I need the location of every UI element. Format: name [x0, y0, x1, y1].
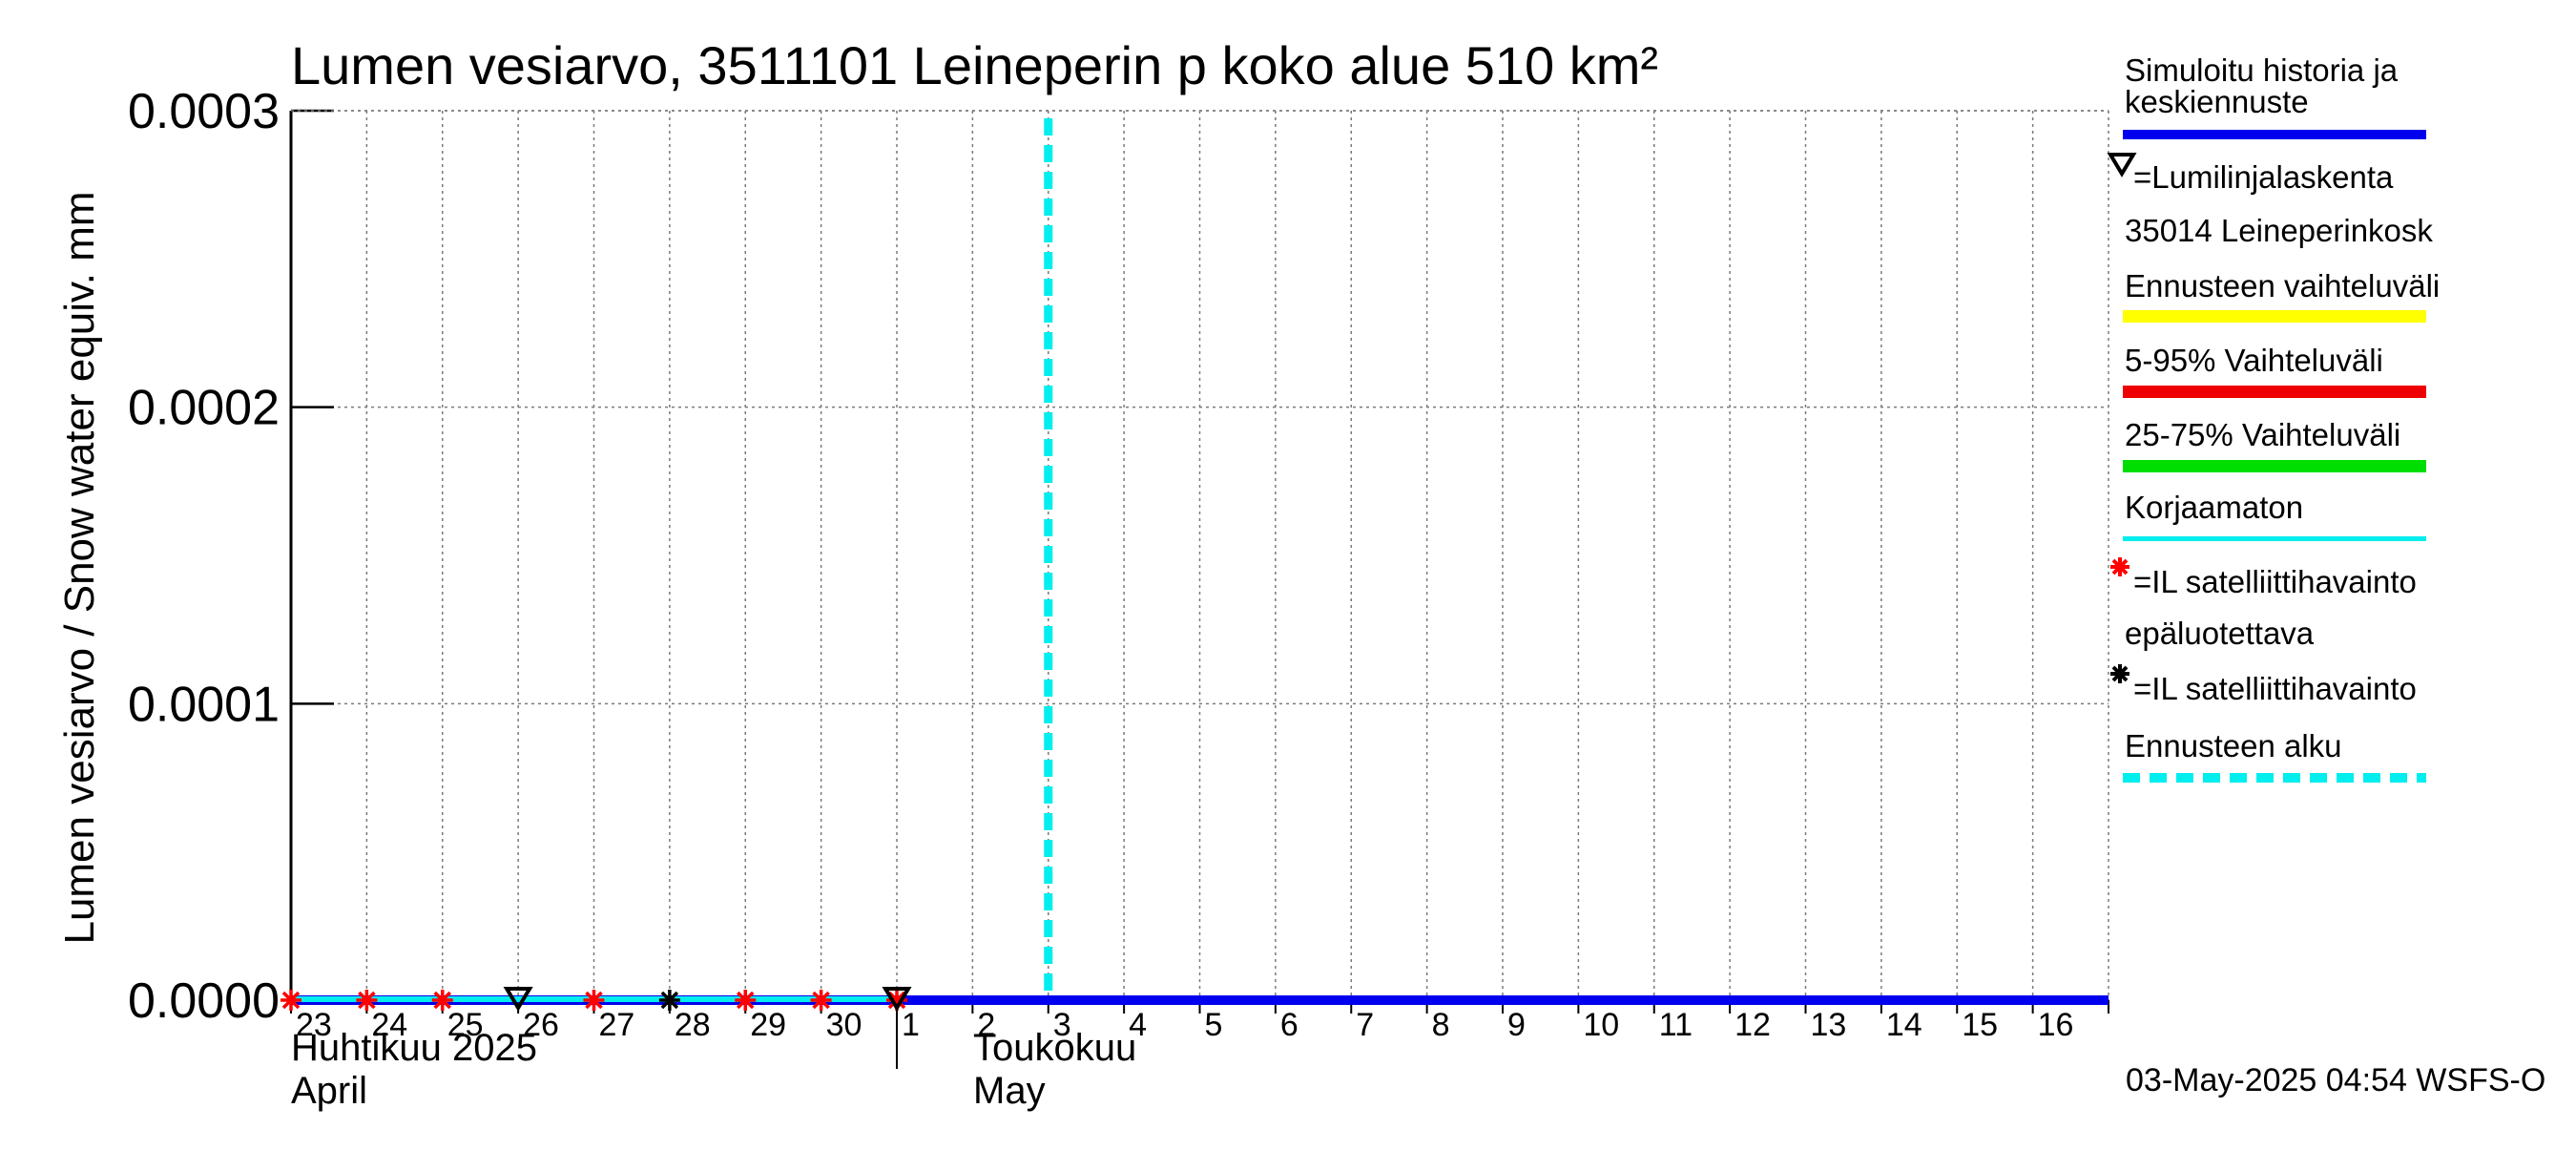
x-tick-label: 4 — [1129, 1007, 1147, 1043]
x-tick-labels: 23 24 25 26 27 28 29 30 1 2 3 4 5 6 7 8 9 10 11 12 13 14 15 16 — [296, 1007, 2073, 1043]
legend-p25-75-label: 25-75% Vaihteluväli — [2125, 417, 2400, 452]
legend-station-label: 35014 Leineperinkosk — [2125, 213, 2433, 248]
month-label-en: April — [291, 1070, 367, 1112]
legend-p25-75-swatch — [2123, 460, 2426, 472]
month-label-en: May — [973, 1070, 1046, 1112]
legend-snowline-label: =Lumilinjalaskenta — [2133, 159, 2394, 195]
legend-korjaamaton-swatch — [2123, 536, 2426, 541]
x-tick-label: 7 — [1356, 1007, 1374, 1043]
x-tick-label: 1 — [902, 1007, 920, 1043]
x-tick-label: 14 — [1886, 1007, 1922, 1043]
x-tick-label: 23 — [296, 1007, 332, 1043]
legend-il-unreliable-label-2: epäluotettava — [2125, 616, 2315, 651]
legend-sim-label-1: Simuloitu historia ja — [2125, 52, 2399, 88]
legend-ennuste-swatch — [2123, 310, 2426, 323]
x-tick-label: 26 — [523, 1007, 559, 1043]
legend-forecast-start-label: Ennusteen alku — [2125, 728, 2342, 763]
legend-snowline-icon — [2107, 153, 2137, 178]
legend-il-unreliable-label-1: =IL satelliittihavainto — [2133, 564, 2417, 599]
chart-title: Lumen vesiarvo, 3511101 Leineperin p kok… — [291, 35, 1658, 95]
legend-sim-label-2: keskiennuste — [2125, 84, 2309, 119]
x-tick-label: 8 — [1432, 1007, 1450, 1043]
legend-red-star-icon — [2110, 557, 2129, 576]
timestamp: 03-May-2025 04:54 WSFS-O — [2126, 1062, 2545, 1098]
x-tick-label: 13 — [1811, 1007, 1847, 1043]
y-axis-label: Lumen vesiarvo / Snow water equiv. mm — [56, 191, 103, 944]
legend-p5-95-label: 5-95% Vaihteluväli — [2125, 343, 2383, 378]
legend-p5-95-swatch — [2123, 386, 2426, 398]
y-tick-label: 0.0003 — [128, 84, 280, 139]
x-tick-label: 5 — [1205, 1007, 1223, 1043]
x-tick-label: 15 — [1962, 1007, 1998, 1043]
il-unreliable-marker — [280, 990, 301, 1011]
x-tick-label: 11 — [1659, 1007, 1693, 1043]
il-unreliable-marker — [583, 990, 605, 1011]
x-tick-label: 28 — [675, 1007, 711, 1043]
x-tick-label: 16 — [2038, 1007, 2074, 1043]
legend-black-star-icon — [2110, 664, 2129, 683]
x-tick-label: 30 — [826, 1007, 862, 1043]
x-tick-label: 3 — [1053, 1007, 1071, 1043]
legend-ennuste-label: Ennusteen vaihteluväli — [2125, 268, 2440, 303]
il-unreliable-marker — [810, 990, 832, 1011]
il-unreliable-marker — [886, 990, 907, 1011]
legend-sim-swatch — [2123, 130, 2426, 139]
il-unreliable-marker — [431, 990, 453, 1011]
x-tick-label: 25 — [447, 1007, 484, 1043]
y-tick-label: 0.0000 — [128, 973, 280, 1029]
legend: Simuloitu historia ja keskiennuste =Lumi… — [2107, 52, 2440, 783]
legend-il-reliable-label: =IL satelliittihavainto — [2133, 671, 2417, 706]
x-tick-label: 9 — [1507, 1007, 1526, 1043]
y-tick-labels: 0.0000 0.0001 0.0002 0.0003 — [128, 84, 280, 1029]
x-tick-label: 24 — [371, 1007, 407, 1043]
x-tick-label: 12 — [1735, 1007, 1771, 1043]
x-tick-label: 6 — [1280, 1007, 1298, 1043]
il-unreliable-marker — [735, 990, 757, 1011]
snowline-marker — [503, 987, 533, 1012]
month-label-fi: Toukokuu — [973, 1027, 1136, 1069]
marker-layer — [280, 987, 912, 1012]
y-tick-label: 0.0002 — [128, 381, 280, 436]
legend-korjaamaton-label: Korjaamaton — [2125, 490, 2303, 525]
x-tick-label: 27 — [599, 1007, 635, 1043]
month-label-fi: Huhtikuu 2025 — [291, 1027, 537, 1069]
x-tick-label: 29 — [750, 1007, 786, 1043]
snowline-marker — [882, 987, 912, 1012]
x-tick-label: 10 — [1583, 1007, 1619, 1043]
y-tick-label: 0.0001 — [128, 677, 280, 732]
x-tick-label: 2 — [977, 1007, 995, 1043]
il-unreliable-marker — [356, 990, 378, 1011]
grid-layer — [291, 110, 2109, 1000]
il-reliable-marker — [658, 990, 680, 1011]
